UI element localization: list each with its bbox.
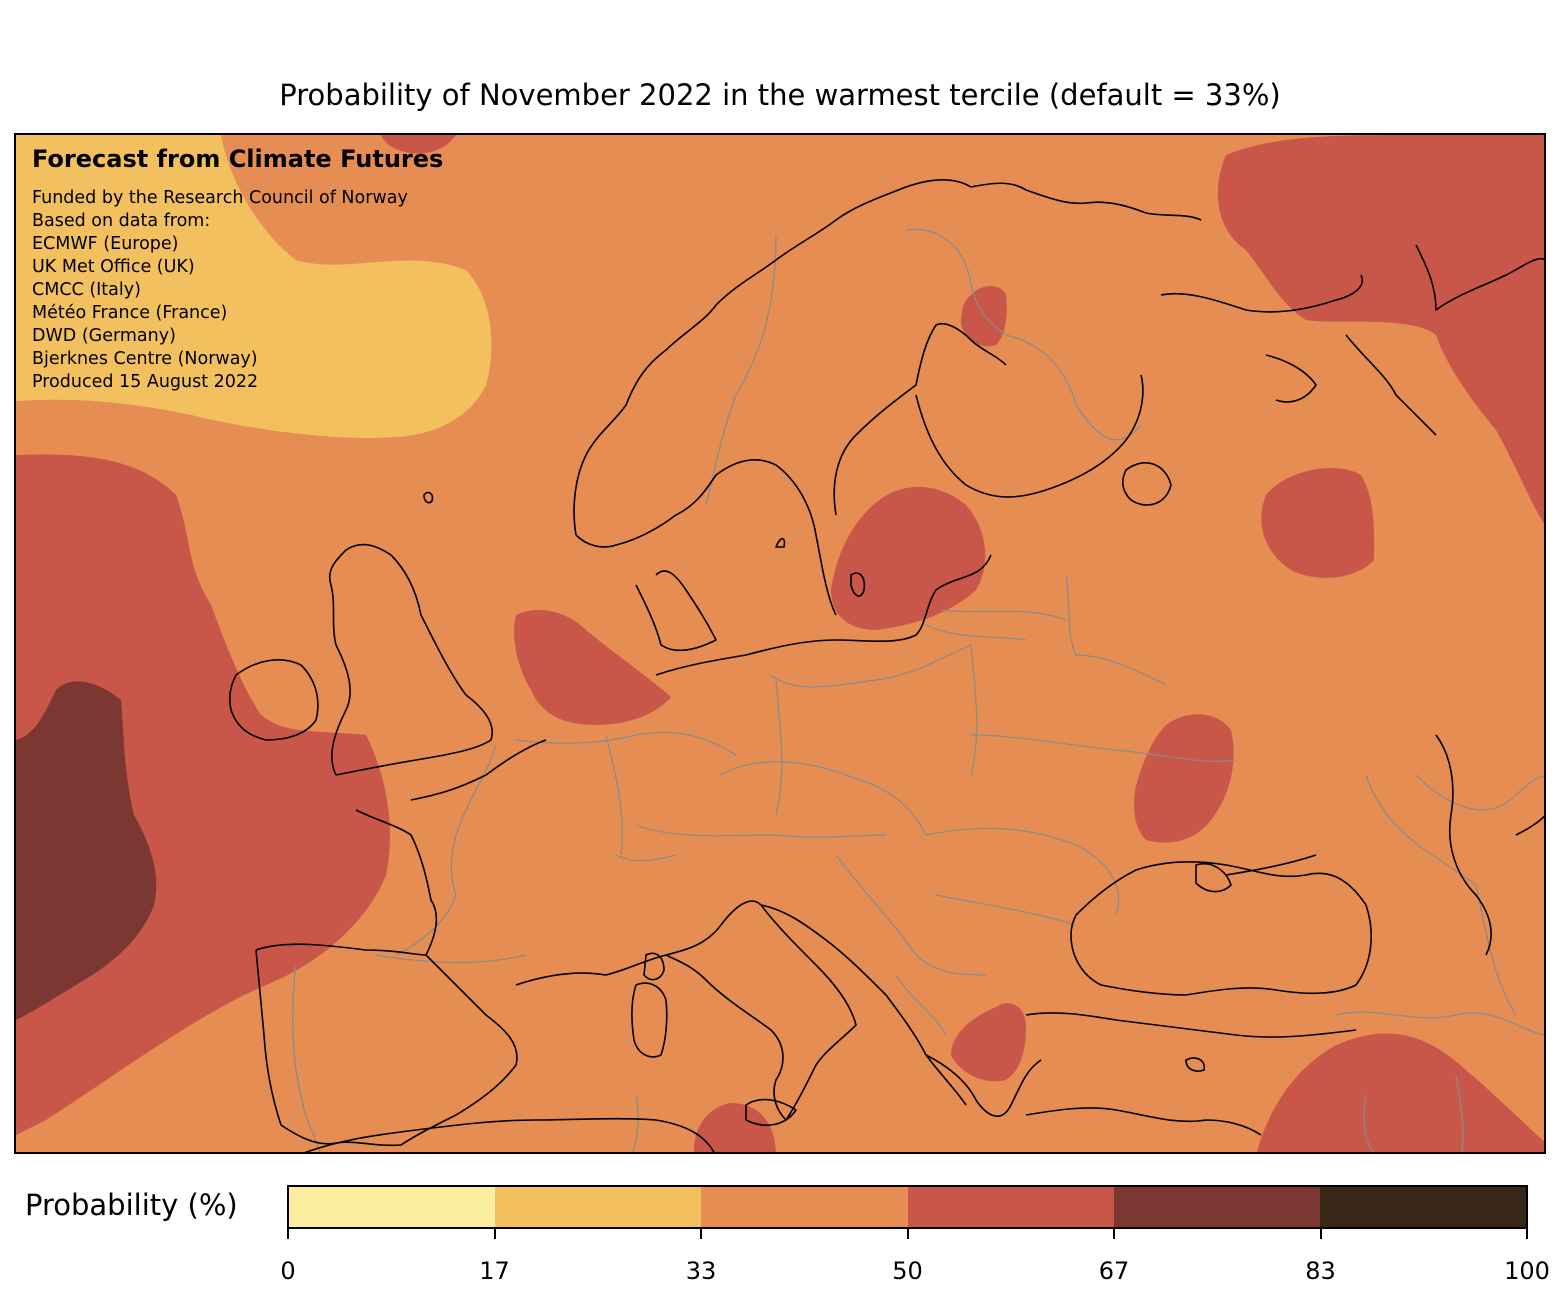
credit-line: Funded by the Research Council of Norway [32,188,408,208]
coast-iberia [255,943,518,1147]
coast-greece [925,1054,1042,1117]
colorbar-tick-label: 100 [1504,1257,1550,1285]
band-50-67-north-sea [514,610,671,725]
band-50-67-top-edge [381,135,456,154]
credits-heading: Forecast from Climate Futures [32,145,444,173]
coast-iceland-faroe [423,491,434,504]
coast-france-west [355,809,438,956]
coast-scandinavia [573,178,1202,536]
colorbar-tick-label: 67 [1098,1257,1130,1285]
coast-africa [304,1117,715,1152]
band-17-33-region [16,135,492,439]
coastlines [229,178,1544,1152]
colorbar-tick-label: 17 [479,1257,510,1285]
band-50-67-atlantic [16,454,390,1136]
coast-denmark [635,570,717,652]
colorbar-segment-5 [1319,1187,1527,1227]
probability-colorbar [287,1185,1528,1229]
colorbar-tick [287,1229,289,1239]
colorbar-segment-0 [289,1187,496,1227]
coast-russia-arctic [1345,334,1437,436]
coast-turkey-south [1025,1107,1262,1136]
coast-sardinia [631,982,668,1058]
credit-line: CMCC (Italy) [32,280,141,300]
band-50-67-lapland [961,286,1007,347]
map-canvas [16,135,1544,1152]
country-borders [292,228,1544,1152]
coast-crimea [1195,863,1232,893]
colorbar-segment-2 [701,1187,908,1227]
coast-black-sea [1070,860,1372,996]
coast-kola [1160,274,1363,313]
band-50-67-baltic [831,486,986,630]
colorbar-tick-label: 83 [1305,1257,1336,1285]
colorbar-tick [493,1229,496,1239]
colorbar-tick-label: 50 [892,1257,923,1285]
credit-line: Based on data from: [32,211,211,231]
coast-finland [915,374,1144,498]
coast-corsica [643,952,665,981]
coast-ireland [229,659,319,741]
coast-gb-west [328,549,351,776]
band-50-67-ukraine [1134,714,1234,843]
band-50-67-turkey [1257,1033,1544,1152]
colorbar-tick-label: 33 [685,1257,717,1285]
colorbar-tick-label: 0 [280,1257,296,1285]
coast-norway-south [575,459,837,616]
band-50-67-ne [1217,135,1544,524]
band-50-67-tunisia [693,1103,776,1152]
coast-gulf-bothnia [833,322,1007,516]
colorbar-segment-3 [907,1187,1114,1227]
map-title: Probability of November 2022 in the warm… [279,78,1281,112]
coast-italy [665,900,857,1121]
probability-map[interactable]: Forecast from Climate Futures Funded by … [14,133,1546,1154]
coast-sicily [745,1098,797,1126]
coast-turkey [1025,1012,1357,1038]
credit-line: Produced 15 August 2022 [32,372,259,392]
colorbar-tick [1526,1229,1528,1239]
coast-novaya [1415,244,1544,311]
band-50-67-ural-blob [1261,467,1375,578]
coast-azov [1225,854,1317,876]
coast-white-sea [1265,354,1317,403]
colorbar-tick [1113,1229,1115,1239]
colorbar-tick [1319,1229,1322,1239]
credit-line: ECMWF (Europe) [32,234,179,254]
coast-shetland [775,537,786,548]
coast-gotland [850,572,866,597]
credit-line: UK Met Office (UK) [32,257,195,277]
credit-line: DWD (Germany) [32,326,176,346]
coast-baltic-south [655,554,992,676]
credit-line: Météo France (France) [32,303,228,323]
coast-ladoga [1121,461,1172,506]
credits-block: Forecast from Climate Futures Funded by … [32,145,443,394]
colorbar-tick [700,1229,702,1239]
coast-caspian [1435,734,1492,956]
band-67-83-region [16,681,157,1020]
colorbar-tick [906,1229,909,1239]
coast-balkans [760,904,967,1106]
credit-line: Bjerknes Centre (Norway) [32,349,258,369]
band-50-67-aegean [951,1003,1026,1082]
coast-caspian-east [1515,815,1544,836]
colorbar-segment-1 [495,1187,702,1227]
coast-channel [410,739,547,801]
colorbar-segment-4 [1113,1187,1320,1227]
colorbar-label: Probability (%) [25,1188,238,1222]
coast-cyprus [1185,1057,1206,1072]
coast-gb [335,543,493,776]
